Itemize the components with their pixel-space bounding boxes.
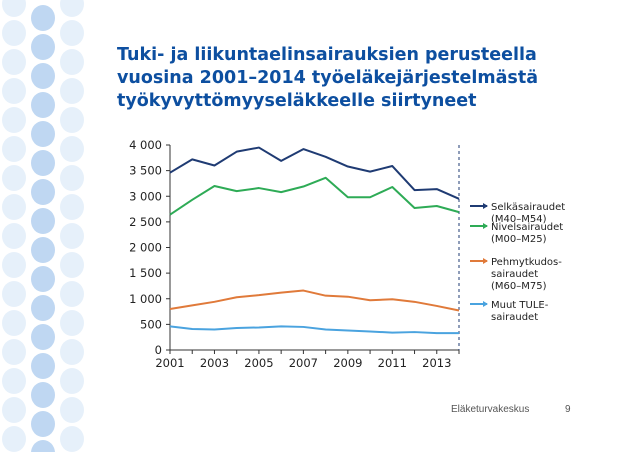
decor-circle	[2, 194, 26, 220]
decor-circle	[31, 121, 55, 147]
decor-circle	[2, 310, 26, 336]
x-tick-label: 2011	[378, 356, 407, 370]
slide-title: Tuki- ja liikuntaelinsairauksien peruste…	[117, 44, 587, 113]
decor-circle	[31, 5, 55, 31]
decor-circle	[60, 136, 84, 162]
decor-circle	[2, 368, 26, 394]
decor-circle	[60, 223, 84, 249]
decor-circle	[2, 252, 26, 278]
y-tick-label: 3 500	[129, 164, 162, 178]
decor-circle	[60, 339, 84, 365]
decor-circle	[31, 63, 55, 89]
title-line-2: vuosina 2001–2014 työeläkejärjestelmästä	[117, 68, 539, 88]
legend-marker	[483, 203, 488, 209]
decor-circle	[31, 411, 55, 437]
legend-marker	[483, 258, 488, 264]
y-tick-label: 1 000	[129, 292, 162, 306]
decor-circle	[31, 353, 55, 379]
decor-circle	[2, 49, 26, 75]
decor-circle	[60, 252, 84, 278]
legend-label: Selkäsairaudet	[491, 202, 565, 213]
series-line-1	[169, 146, 460, 200]
x-tick-label: 2009	[333, 356, 362, 370]
decor-circle	[31, 295, 55, 321]
decor-circle	[60, 49, 84, 75]
legend-label: Muut TULE-	[491, 300, 549, 311]
decor-circle	[2, 339, 26, 365]
decor-circle	[31, 92, 55, 118]
legend-label: (M00–M25)	[491, 234, 547, 245]
x-tick-label: 2003	[200, 356, 229, 370]
decor-circle	[2, 20, 26, 46]
decor-circle	[60, 107, 84, 133]
legend-label: Pehmytkudos-	[491, 257, 562, 268]
legend-marker	[483, 301, 488, 307]
x-tick-label: 2001	[155, 356, 184, 370]
legend-label: Nivelsairaudet	[491, 222, 563, 233]
decor-circle	[2, 281, 26, 307]
title-line-1: Tuki- ja liikuntaelinsairauksien peruste…	[117, 45, 537, 65]
decor-circle	[2, 426, 26, 452]
decor-circle	[2, 0, 26, 17]
title-line-3: työkyvyttömyyseläkkeelle siirtyneet	[117, 91, 477, 111]
x-tick-label: 2013	[422, 356, 451, 370]
decor-circle	[60, 194, 84, 220]
decor-circle	[31, 266, 55, 292]
decor-circle	[31, 179, 55, 205]
y-tick-label: 4 000	[129, 138, 162, 152]
decor-circle	[60, 426, 84, 452]
decor-circle	[60, 165, 84, 191]
legend-marker	[483, 223, 488, 229]
series-line-4	[169, 325, 459, 335]
decor-circle	[2, 136, 26, 162]
legend-label: (M40–M54)	[491, 214, 547, 225]
decor-circle	[31, 150, 55, 176]
decor-circle	[60, 397, 84, 423]
decor-circle	[31, 34, 55, 60]
decor-circle	[31, 440, 55, 452]
y-tick-label: 3 000	[129, 189, 162, 203]
footer-organization: Eläketurvakeskus	[451, 404, 530, 415]
decor-circle	[2, 397, 26, 423]
page-number: 9	[565, 404, 571, 415]
decor-circle	[31, 382, 55, 408]
decor-circle	[60, 310, 84, 336]
y-tick-label: 500	[140, 317, 162, 331]
legend-label: sairaudet	[491, 312, 538, 323]
decor-circle	[2, 165, 26, 191]
decor-circle	[31, 208, 55, 234]
decor-circle	[31, 324, 55, 350]
x-tick-label: 2007	[289, 356, 318, 370]
y-tick-label: 0	[155, 343, 162, 357]
x-tick-label: 2005	[244, 356, 273, 370]
decor-circle	[31, 237, 55, 263]
decor-circle	[2, 78, 26, 104]
series-line-3	[169, 289, 460, 312]
decor-circle	[60, 281, 84, 307]
decor-circle	[2, 107, 26, 133]
legend-label: (M60–M75)	[491, 281, 547, 292]
decor-circle	[60, 368, 84, 394]
y-tick-label: 1 500	[129, 266, 162, 280]
legend-label: sairaudet	[491, 269, 538, 280]
y-tick-label: 2 000	[129, 241, 162, 255]
decor-circle	[60, 78, 84, 104]
decor-circle	[60, 20, 84, 46]
decor-circle	[60, 0, 84, 17]
y-tick-label: 2 500	[129, 215, 162, 229]
decor-circle	[2, 223, 26, 249]
series-line-2	[169, 176, 460, 216]
